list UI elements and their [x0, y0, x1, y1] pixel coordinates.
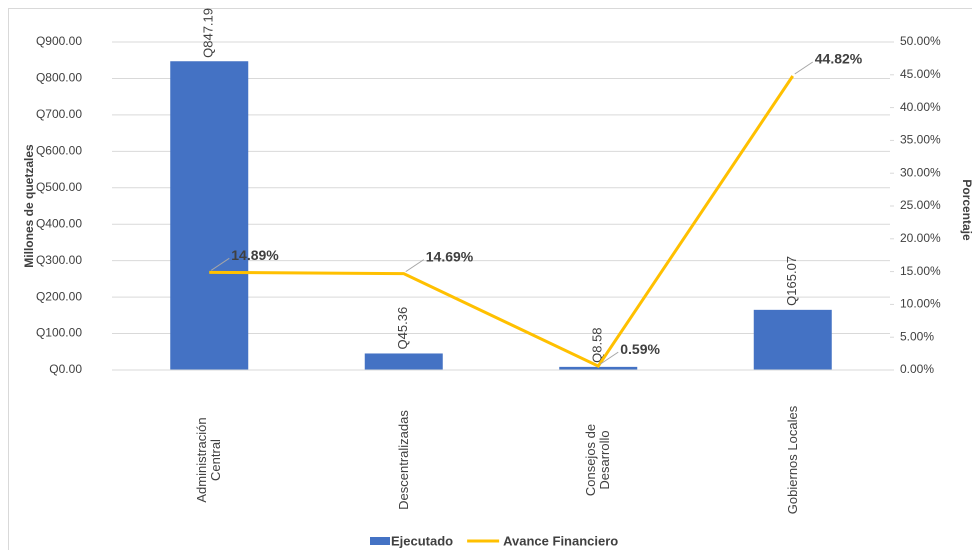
y-tick-label: Q900.00 [36, 34, 82, 48]
y-tick-label: Q300.00 [36, 253, 82, 267]
y2-tick-label: 35.00% [900, 133, 941, 147]
x-tick-label: Descentralizadas [395, 410, 411, 510]
y2-tick-label: 20.00% [900, 231, 941, 245]
x-tick-label: Consejos de Desarrollo [583, 423, 613, 497]
x-tick-label: Gobiernos Locales [784, 405, 800, 515]
y-tick-label: Q700.00 [36, 107, 82, 121]
bar-value-label: Q165.07 [784, 256, 799, 306]
y-tick-label: Q100.00 [36, 326, 82, 340]
y-axis-title: Millones de quetzales [22, 144, 36, 268]
y2-tick-label: 50.00% [900, 34, 941, 48]
y2-tick-label: 5.00% [900, 329, 934, 343]
y-tick-label: Q600.00 [36, 144, 82, 158]
leader-line [210, 257, 230, 271]
y2-tick-label: 40.00% [900, 100, 941, 114]
leader-line [405, 259, 425, 273]
leader-line [599, 351, 619, 365]
line-series [209, 75, 794, 369]
legend-label: Avance Financiero [503, 533, 618, 548]
bar [559, 366, 638, 370]
bar [170, 61, 249, 371]
y2-tick-label: 30.00% [900, 165, 941, 179]
y2-tick-label: 10.00% [900, 297, 941, 311]
line-value-label: 0.59% [620, 341, 660, 357]
y-tick-label: Q200.00 [36, 289, 82, 303]
y2-tick-label: 0.00% [900, 362, 934, 376]
bar [753, 309, 832, 370]
legend-label: Ejecutado [391, 533, 453, 548]
x-tick-label: Administración Central [194, 417, 224, 503]
y-tick-label: Q0.00 [49, 362, 82, 376]
y-tick-label: Q500.00 [36, 180, 82, 194]
y2-tick-label: 15.00% [900, 264, 941, 278]
line-value-label: 14.89% [231, 247, 279, 263]
y-tick-label: Q400.00 [36, 216, 82, 230]
line-value-label: 14.69% [426, 248, 474, 264]
y-tick-label: Q800.00 [36, 71, 82, 85]
bar-value-label: Q847.19 [201, 8, 216, 58]
chart-border [8, 8, 972, 550]
legend-swatch [370, 537, 390, 545]
line-value-label: 44.82% [815, 51, 863, 67]
y2-tick-label: 45.00% [900, 67, 941, 81]
bar [364, 353, 443, 370]
y2-tick-label: 25.00% [900, 198, 941, 212]
bar-value-label: Q45.36 [395, 307, 410, 350]
leader-line [794, 61, 814, 75]
bar-value-label: Q8.58 [590, 327, 605, 362]
y2-axis-title: Porcentaje [960, 179, 972, 241]
